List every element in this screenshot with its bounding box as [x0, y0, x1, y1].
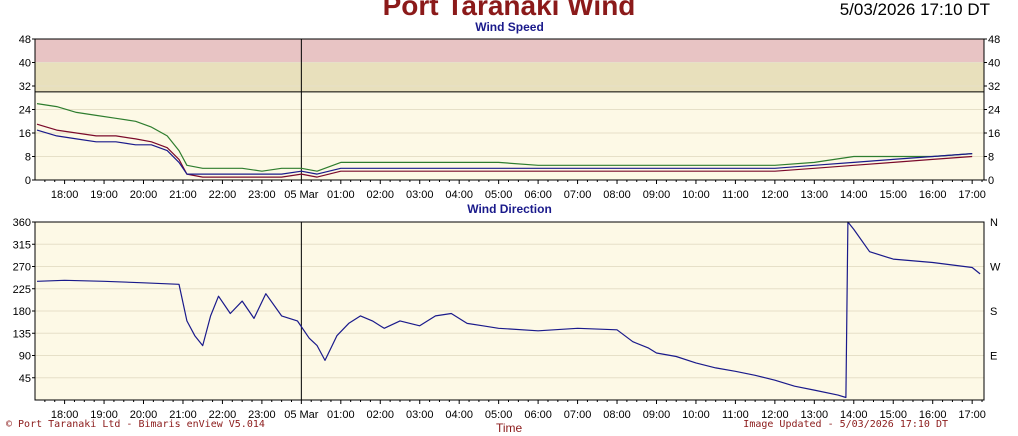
y-tick-label: 48 [19, 34, 31, 46]
y-tick-label-right: 40 [988, 58, 1000, 70]
x-tick-label: 21:00 [169, 189, 197, 201]
x-tick-label: 12:00 [761, 189, 789, 201]
alarm-band [35, 62, 984, 92]
chart-0: Wind Speed 0 0 8 8 16 16 24 24 32 32 40 40 48 48 18:00 1… [19, 20, 1001, 201]
y-tick-label: 360 [13, 217, 31, 229]
x-tick-label: 07:00 [564, 189, 592, 201]
x-tick-label: 15:00 [879, 409, 907, 421]
x-tick-label: 05:00 [485, 409, 513, 421]
x-tick-label: 05 Mar [284, 189, 319, 201]
y-tick-label: 16 [19, 128, 31, 140]
y-tick-label: 90 [19, 351, 31, 363]
x-tick-label: 12:00 [761, 409, 789, 421]
series-line-0 [36, 221, 981, 399]
y-tick-label: 135 [13, 328, 31, 340]
y-tick-label-right: 0 [988, 175, 994, 187]
x-tick-label: 08:00 [603, 409, 631, 421]
y-tick-label: 24 [19, 105, 31, 117]
y-tick-label-right: 48 [988, 34, 1000, 46]
x-tick-label: 21:00 [169, 409, 197, 421]
x-tick-label: 19:00 [90, 409, 118, 421]
x-tick-label: 06:00 [524, 409, 552, 421]
x-tick-label: 10:00 [682, 409, 710, 421]
chart-1: Wind Direction 45 90 135 180 225 270 315 360 N W S E… [13, 202, 1001, 421]
x-tick-label: 02:00 [367, 189, 395, 201]
y-tick-label: 32 [19, 81, 31, 93]
x-tick-label: 03:00 [406, 409, 434, 421]
x-tick-label: 23:00 [248, 189, 276, 201]
y-tick-label: 270 [13, 262, 31, 274]
copyright-text: © Port Taranaki Ltd - Bimaris enView V5.… [6, 419, 265, 430]
x-tick-label: 04:00 [445, 189, 473, 201]
compass-label: N [990, 217, 998, 229]
x-tick-label: 01:00 [327, 189, 355, 201]
timestamp: 5/03/2026 17:10 DT [839, 0, 990, 19]
x-tick-label: 09:00 [643, 409, 671, 421]
x-tick-label: 03:00 [406, 189, 434, 201]
series-line-1 [36, 123, 973, 178]
x-tick-label: 18:00 [51, 189, 79, 201]
x-tick-label: 13:00 [801, 189, 829, 201]
image-updated-text: Image Updated - 5/03/2026 17:10 DT [743, 419, 948, 430]
y-tick-label: 225 [13, 284, 31, 296]
compass-label: S [990, 306, 997, 318]
chart-title: Wind Speed [475, 20, 544, 34]
x-tick-label: 10:00 [682, 189, 710, 201]
y-tick-label-right: 8 [988, 152, 994, 164]
x-tick-label: 17:00 [958, 189, 986, 201]
x-tick-label: 11:00 [722, 189, 749, 201]
compass-label: W [990, 262, 1001, 274]
series-line-2 [36, 129, 973, 175]
x-tick-label: 01:00 [327, 409, 355, 421]
x-tick-label: 14:00 [840, 189, 868, 201]
x-tick-label: 15:00 [879, 189, 907, 201]
x-tick-label: 07:00 [564, 409, 592, 421]
series-line-0 [36, 103, 973, 172]
x-tick-label: 05:00 [485, 189, 513, 201]
y-tick-label: 45 [19, 373, 31, 385]
y-tick-label: 315 [13, 239, 31, 251]
x-tick-label: 20:00 [130, 189, 158, 201]
x-tick-label: 22:00 [209, 409, 237, 421]
x-tick-label: 08:00 [603, 189, 631, 201]
x-tick-label: 18:00 [51, 409, 79, 421]
alarm-band [35, 39, 984, 63]
y-tick-label: 0 [25, 175, 31, 187]
y-tick-label: 180 [13, 306, 31, 318]
x-tick-label: 16:00 [919, 409, 947, 421]
x-axis-title: Time [496, 421, 523, 435]
y-tick-label: 8 [25, 152, 31, 164]
y-tick-label: 40 [19, 58, 31, 70]
chart-title: Wind Direction [467, 202, 552, 216]
x-tick-label: 11:00 [722, 409, 749, 421]
compass-label: E [990, 351, 997, 363]
y-tick-label-right: 24 [988, 105, 1000, 117]
x-tick-label: 20:00 [130, 409, 158, 421]
x-tick-label: 22:00 [209, 189, 237, 201]
y-tick-label-right: 16 [988, 128, 1000, 140]
x-tick-label: 19:00 [90, 189, 118, 201]
x-tick-label: 16:00 [919, 189, 947, 201]
x-tick-label: 17:00 [958, 409, 986, 421]
x-tick-label: 05 Mar [284, 409, 319, 421]
page-title: Port Taranaki Wind [382, 0, 636, 21]
y-tick-label-right: 32 [988, 81, 1000, 93]
x-tick-label: 09:00 [643, 189, 671, 201]
x-tick-label: 14:00 [840, 409, 868, 421]
x-tick-label: 02:00 [367, 409, 395, 421]
x-tick-label: 23:00 [248, 409, 276, 421]
x-tick-label: 13:00 [801, 409, 829, 421]
x-tick-label: 04:00 [445, 409, 473, 421]
x-tick-label: 06:00 [524, 189, 552, 201]
